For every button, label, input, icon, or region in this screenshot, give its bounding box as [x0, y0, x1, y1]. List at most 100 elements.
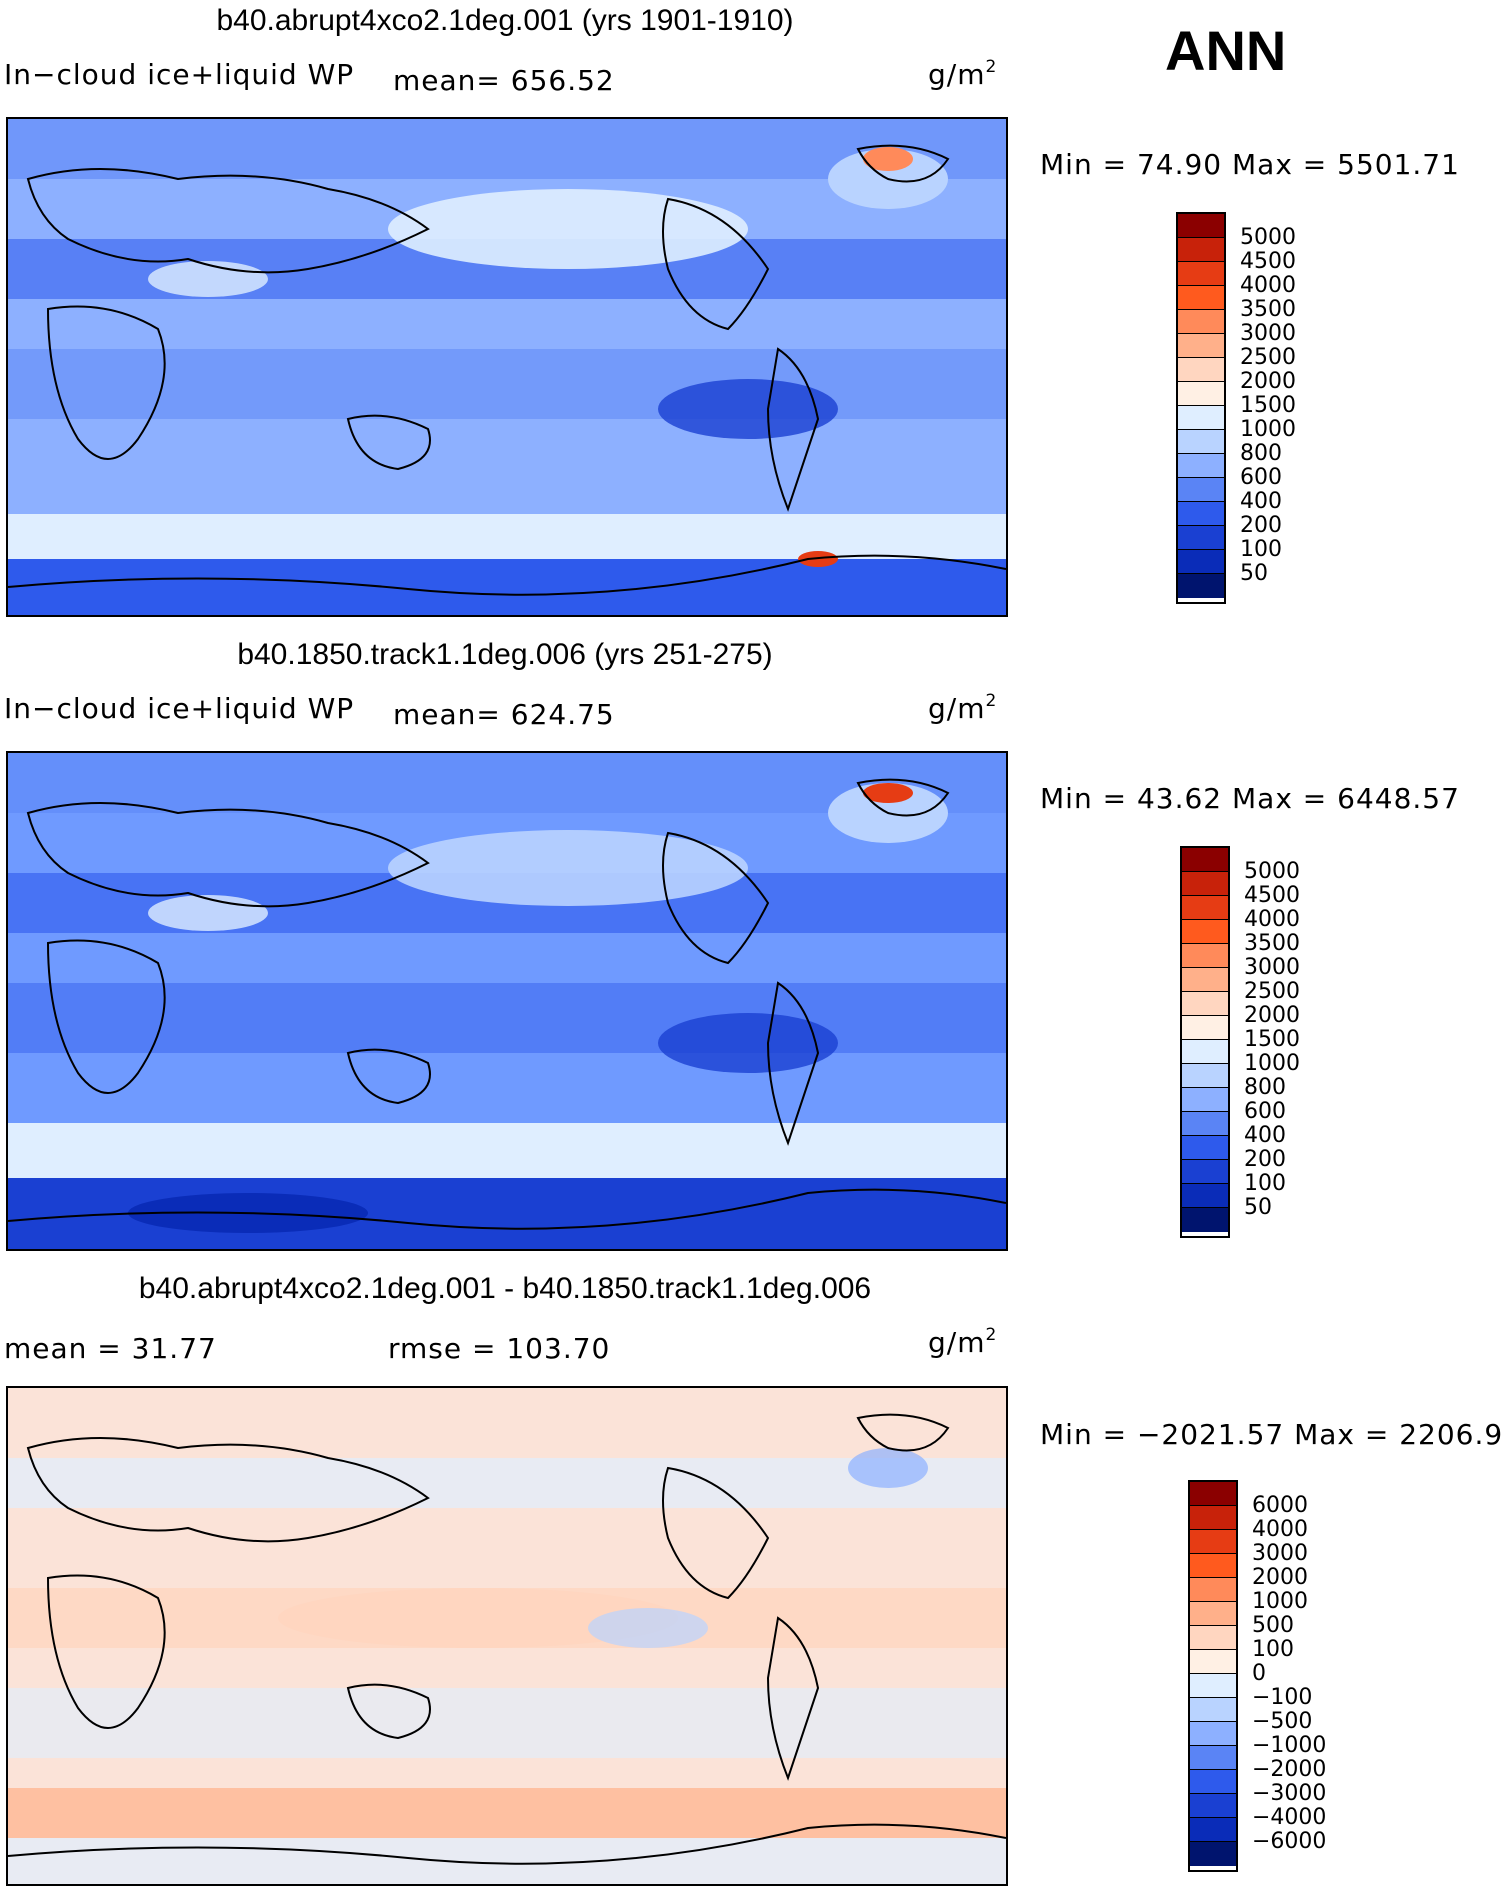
panel3-colorbar-swatch: [1190, 1794, 1236, 1818]
panel2-map: [6, 751, 1008, 1251]
panel2-colorbar-label: 5000: [1244, 859, 1300, 884]
panel3-colorbar: [1188, 1480, 1238, 1872]
panel1-colorbar-label: 50: [1240, 561, 1268, 586]
panel3-colorbar-label: −2000: [1252, 1757, 1327, 1782]
panel3-rmse-label: rmse = 103.70: [388, 1332, 611, 1365]
panel1-variable-label: In−cloud ice+liquid WP: [4, 58, 355, 91]
panel2-colorbar-swatch: [1182, 992, 1228, 1016]
panel1-colorbar-label: 4500: [1240, 249, 1296, 274]
panel1-colorbar-swatch: [1178, 358, 1224, 382]
panel3-colorbar-label: 0: [1252, 1661, 1266, 1686]
panel2-units: g/m2: [928, 690, 998, 725]
panel3-colorbar-swatch: [1190, 1674, 1236, 1698]
panel3-minmax: Min = −2021.57 Max = 2206.93: [1040, 1418, 1501, 1451]
panel2-colorbar-swatch: [1182, 1088, 1228, 1112]
panel1-title: b40.abrupt4xco2.1deg.001 (yrs 1901-1910): [216, 4, 794, 37]
panel1-colorbar-swatch: [1178, 454, 1224, 478]
panel2-colorbar-label: 2000: [1244, 1003, 1300, 1028]
panel3-colorbar-swatch: [1190, 1842, 1236, 1866]
panel2-colorbar-swatch: [1182, 1136, 1228, 1160]
panel2-mean-label: mean= 624.75: [393, 698, 615, 731]
panel2-colorbar-label: 4000: [1244, 907, 1300, 932]
panel3-colorbar-swatch: [1190, 1722, 1236, 1746]
panel1-mean-label: mean= 656.52: [393, 64, 615, 97]
panel3-colorbar-swatch: [1190, 1770, 1236, 1794]
panel1-colorbar-swatch: [1178, 478, 1224, 502]
panel1-colorbar-swatch: [1178, 286, 1224, 310]
panel1-colorbar-label: 1500: [1240, 393, 1296, 418]
panel3-colorbar-label: −3000: [1252, 1781, 1327, 1806]
panel1-colorbar-label: 2500: [1240, 345, 1296, 370]
panel1-colorbar: [1176, 212, 1226, 604]
panel3-colorbar-label: 100: [1252, 1637, 1294, 1662]
panel3-colorbar-swatch: [1190, 1530, 1236, 1554]
panel1-colorbar-swatch: [1178, 310, 1224, 334]
panel3-colorbar-swatch: [1190, 1626, 1236, 1650]
panel1-colorbar-swatch: [1178, 214, 1224, 238]
panel1-minmax: Min = 74.90 Max = 5501.71: [1040, 148, 1460, 181]
panel1-colorbar-swatch: [1178, 430, 1224, 454]
panel1-colorbar-swatch: [1178, 262, 1224, 286]
panel2-colorbar-swatch: [1182, 1112, 1228, 1136]
panel2-colorbar-swatch: [1182, 896, 1228, 920]
panel1-colorbar-swatch: [1178, 238, 1224, 262]
panel2-colorbar-swatch: [1182, 848, 1228, 872]
panel1-colorbar-label: 100: [1240, 537, 1282, 562]
panel2-colorbar-label: 50: [1244, 1195, 1272, 1220]
panel2-minmax: Min = 43.62 Max = 6448.57: [1040, 782, 1460, 815]
panel2-colorbar-label: 100: [1244, 1171, 1286, 1196]
panel3-colorbar-label: 4000: [1252, 1517, 1308, 1542]
panel3-colorbar-label: −100: [1252, 1685, 1313, 1710]
panel2-colorbar-swatch: [1182, 1184, 1228, 1208]
panel1-colorbar-label: 400: [1240, 489, 1282, 514]
panel2-title: b40.1850.track1.1deg.006 (yrs 251-275): [237, 638, 773, 671]
panel1-colorbar-label: 3500: [1240, 297, 1296, 322]
panel1-colorbar-label: 4000: [1240, 273, 1296, 298]
season-label: ANN: [1165, 19, 1287, 82]
panel3-colorbar-label: 500: [1252, 1613, 1294, 1638]
panel3-colorbar-swatch: [1190, 1578, 1236, 1602]
panel3-colorbar-swatch: [1190, 1818, 1236, 1842]
panel3-colorbar-swatch: [1190, 1698, 1236, 1722]
panel2-variable-label: In−cloud ice+liquid WP: [4, 692, 355, 725]
panel1-units: g/m2: [928, 56, 998, 91]
panel2-colorbar-swatch: [1182, 1160, 1228, 1184]
panel2-colorbar-swatch: [1182, 968, 1228, 992]
panel2-colorbar-swatch: [1182, 920, 1228, 944]
panel2-colorbar-swatch: [1182, 1064, 1228, 1088]
panel1-colorbar-swatch: [1178, 334, 1224, 358]
panel3-colorbar-label: −1000: [1252, 1733, 1327, 1758]
panel3-units: g/m2: [928, 1324, 998, 1359]
panel3-colorbar-label: −500: [1252, 1709, 1313, 1734]
panel1-colorbar-label: 2000: [1240, 369, 1296, 394]
panel3-colorbar-swatch: [1190, 1482, 1236, 1506]
panel3-title: b40.abrupt4xco2.1deg.001 - b40.1850.trac…: [138, 1272, 872, 1305]
panel1-colorbar-label: 200: [1240, 513, 1282, 538]
panel3-colorbar-label: 1000: [1252, 1589, 1308, 1614]
panel2-colorbar-label: 1500: [1244, 1027, 1300, 1052]
panel1-map: [6, 117, 1008, 617]
panel2-colorbar-label: 600: [1244, 1099, 1286, 1124]
panel1-colorbar-label: 5000: [1240, 225, 1296, 250]
panel3-colorbar-swatch: [1190, 1602, 1236, 1626]
panel3-colorbar-swatch: [1190, 1506, 1236, 1530]
panel2-colorbar-swatch: [1182, 1040, 1228, 1064]
panel3-colorbar-label: −6000: [1252, 1829, 1327, 1854]
panel3-colorbar-label: 6000: [1252, 1493, 1308, 1518]
panel1-colorbar-label: 800: [1240, 441, 1282, 466]
panel2-colorbar: [1180, 846, 1230, 1238]
panel1-colorbar-swatch: [1178, 550, 1224, 574]
panel1-colorbar-swatch: [1178, 502, 1224, 526]
panel2-colorbar-swatch: [1182, 944, 1228, 968]
panel1-colorbar-swatch: [1178, 526, 1224, 550]
panel1-colorbar-label: 1000: [1240, 417, 1296, 442]
panel1-colorbar-swatch: [1178, 574, 1224, 598]
panel3-colorbar-swatch: [1190, 1554, 1236, 1578]
panel2-colorbar-label: 200: [1244, 1147, 1286, 1172]
panel2-colorbar-label: 4500: [1244, 883, 1300, 908]
panel2-colorbar-label: 2500: [1244, 979, 1300, 1004]
panel1-colorbar-label: 600: [1240, 465, 1282, 490]
panel2-colorbar-swatch: [1182, 872, 1228, 896]
panel3-colorbar-label: 2000: [1252, 1565, 1308, 1590]
panel2-colorbar-label: 3000: [1244, 955, 1300, 980]
